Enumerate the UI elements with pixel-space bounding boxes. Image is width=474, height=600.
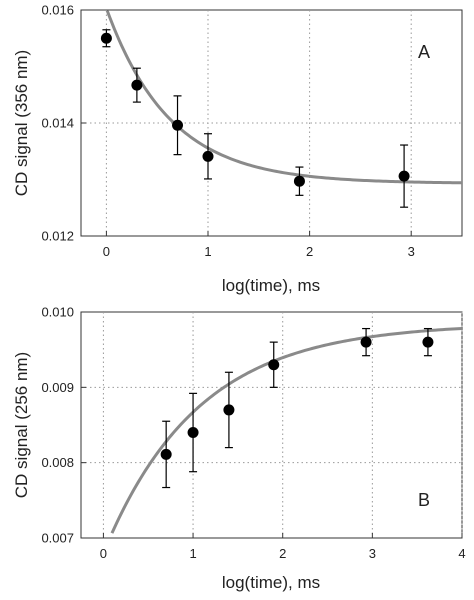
panel-b-y-tick-label: 0.010 — [41, 305, 74, 320]
panel-a-x-tick-label: 2 — [306, 244, 313, 259]
panel-a-x-tick-label: 0 — [103, 244, 110, 259]
panel-a-data-point — [131, 79, 143, 91]
panel-a-x-tick-label: 1 — [204, 244, 211, 259]
panel-a-gridlines — [81, 10, 462, 236]
panel-a-y-tick-label: 0.016 — [41, 3, 74, 18]
panel-b-label: B — [418, 490, 430, 510]
panel-b-x-tick-label: 4 — [458, 546, 465, 561]
panel-a-fit-curve-group — [105, 9, 463, 185]
panel-a-x-tick-label: 3 — [408, 244, 415, 259]
panel-b-data-point — [223, 404, 235, 416]
panel-a-data-point — [100, 32, 112, 44]
panel-b-y-tick-label: 0.009 — [41, 380, 74, 395]
panel-b-y-tick-label: 0.007 — [41, 531, 74, 546]
panel-b-fit-curve — [110, 326, 463, 534]
panel-b-y-axis-label: CD signal (256 nm) — [12, 352, 31, 498]
panel-a-data-point — [398, 170, 410, 182]
panel-a-y-tick-label: 0.012 — [41, 229, 74, 244]
panel-b-data-point — [360, 336, 372, 348]
panel-b-x-tick-label: 1 — [189, 546, 196, 561]
panel-a-data-point — [293, 175, 305, 187]
panel-b: 0 1 2 3 4 0.007 0.008 0.009 0.010 B log(time), … — [12, 305, 466, 593]
panel-b-data-point — [187, 427, 199, 439]
panel-b-x-tick-label: 0 — [100, 546, 107, 561]
panel-b-data-point — [268, 359, 280, 371]
panel-b-data-points — [160, 336, 434, 460]
panel-a-x-axis-label: log(time), ms — [222, 276, 320, 295]
panel-a: 0 1 2 3 0.012 0.014 0.016 A log(time), ms CD … — [12, 3, 463, 295]
panel-b-x-tick-label: 2 — [279, 546, 286, 561]
panel-a-x-ticks: 0 1 2 3 — [103, 231, 415, 259]
panel-a-y-tick-label: 0.014 — [41, 116, 74, 131]
panel-b-x-tick-label: 3 — [369, 546, 376, 561]
panel-b-data-point — [160, 448, 172, 460]
panel-b-y-tick-label: 0.008 — [41, 455, 74, 470]
panel-a-label: A — [418, 42, 430, 62]
panel-b-y-ticks: 0.007 0.008 0.009 0.010 — [41, 305, 86, 546]
panel-b-fit-curve-group — [110, 326, 463, 534]
panel-b-x-ticks: 0 1 2 3 4 — [100, 533, 466, 561]
panel-a-data-point — [202, 150, 214, 162]
panel-a-data-point — [172, 119, 184, 131]
panel-a-fit-curve — [105, 9, 463, 185]
panel-a-y-axis-label: CD signal (356 nm) — [12, 50, 31, 196]
panel-b-x-axis-label: log(time), ms — [222, 573, 320, 592]
panel-a-data-points — [100, 32, 410, 187]
panel-a-y-ticks: 0.012 0.014 0.016 — [41, 3, 86, 244]
panel-b-plot-area — [80, 311, 463, 539]
panel-b-data-point — [422, 336, 434, 348]
